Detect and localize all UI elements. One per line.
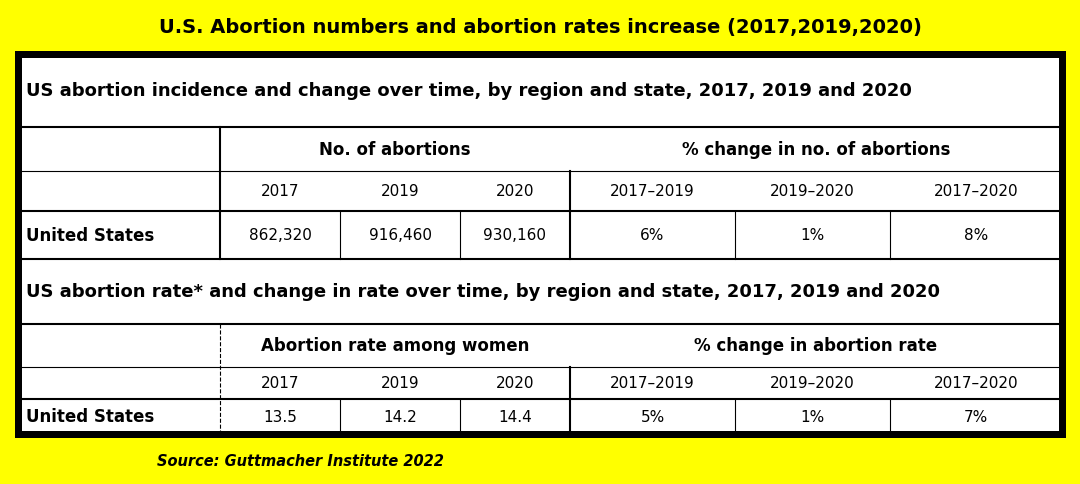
Text: % change in abortion rate: % change in abortion rate [694,337,937,355]
Text: 5%: 5% [640,409,664,424]
Text: 2019–2020: 2019–2020 [770,376,855,391]
Text: Abortion rate among women: Abortion rate among women [260,337,529,355]
Text: 1%: 1% [800,228,825,243]
Text: 2017–2020: 2017–2020 [934,376,1018,391]
Text: 916,460: 916,460 [368,228,432,243]
Text: 13.5: 13.5 [264,409,297,424]
Text: 1%: 1% [800,409,825,424]
Text: 2020: 2020 [496,184,535,199]
Text: US abortion rate* and change in rate over time, by region and state, 2017, 2019 : US abortion rate* and change in rate ove… [26,283,940,301]
Text: 7%: 7% [963,409,988,424]
Text: 2019–2020: 2019–2020 [770,184,855,199]
Text: No. of abortions: No. of abortions [320,141,471,159]
Text: United States: United States [26,227,154,244]
FancyBboxPatch shape [18,55,1062,434]
Text: 14.4: 14.4 [498,409,531,424]
Text: US abortion incidence and change over time, by region and state, 2017, 2019 and : US abortion incidence and change over ti… [26,82,912,100]
Text: 2017: 2017 [260,184,299,199]
Text: 2017: 2017 [260,376,299,391]
Text: 2019: 2019 [380,184,419,199]
Text: % change in no. of abortions: % change in no. of abortions [681,141,950,159]
Text: 2017–2020: 2017–2020 [934,184,1018,199]
Text: 2017–2019: 2017–2019 [610,376,694,391]
Text: 2019: 2019 [380,376,419,391]
Text: 14.2: 14.2 [383,409,417,424]
Text: 862,320: 862,320 [248,228,311,243]
Text: 2020: 2020 [496,376,535,391]
Text: 8%: 8% [963,228,988,243]
Text: 930,160: 930,160 [484,228,546,243]
Text: 6%: 6% [640,228,664,243]
Text: 2017–2019: 2017–2019 [610,184,694,199]
Text: United States: United States [26,408,154,425]
Text: U.S. Abortion numbers and abortion rates increase (2017,2019,2020): U.S. Abortion numbers and abortion rates… [159,18,921,37]
Text: Source: Guttmacher Institute 2022: Source: Guttmacher Institute 2022 [157,454,444,469]
